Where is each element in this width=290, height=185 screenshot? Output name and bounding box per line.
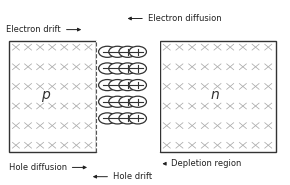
Circle shape bbox=[119, 46, 136, 57]
Circle shape bbox=[119, 96, 136, 107]
Circle shape bbox=[129, 46, 146, 57]
Circle shape bbox=[129, 80, 146, 91]
Circle shape bbox=[109, 113, 126, 124]
Circle shape bbox=[129, 96, 146, 107]
Circle shape bbox=[99, 113, 116, 124]
Circle shape bbox=[119, 80, 136, 91]
Text: n: n bbox=[210, 88, 219, 102]
Text: Hole diffusion: Hole diffusion bbox=[9, 163, 67, 172]
Circle shape bbox=[119, 113, 136, 124]
Circle shape bbox=[99, 46, 116, 57]
Circle shape bbox=[119, 63, 136, 74]
Bar bbox=[160, 41, 276, 152]
Bar bbox=[9, 41, 96, 152]
Text: Electron drift: Electron drift bbox=[6, 25, 61, 34]
Text: Hole drift: Hole drift bbox=[113, 172, 152, 181]
Circle shape bbox=[129, 63, 146, 74]
Bar bbox=[96, 41, 160, 152]
Circle shape bbox=[129, 113, 146, 124]
Circle shape bbox=[99, 63, 116, 74]
Circle shape bbox=[109, 96, 126, 107]
Circle shape bbox=[109, 80, 126, 91]
Text: Depletion region: Depletion region bbox=[171, 159, 242, 168]
Circle shape bbox=[99, 96, 116, 107]
Circle shape bbox=[99, 80, 116, 91]
Text: Electron diffusion: Electron diffusion bbox=[148, 14, 222, 23]
Circle shape bbox=[109, 63, 126, 74]
Text: p: p bbox=[41, 88, 49, 102]
Circle shape bbox=[109, 46, 126, 57]
